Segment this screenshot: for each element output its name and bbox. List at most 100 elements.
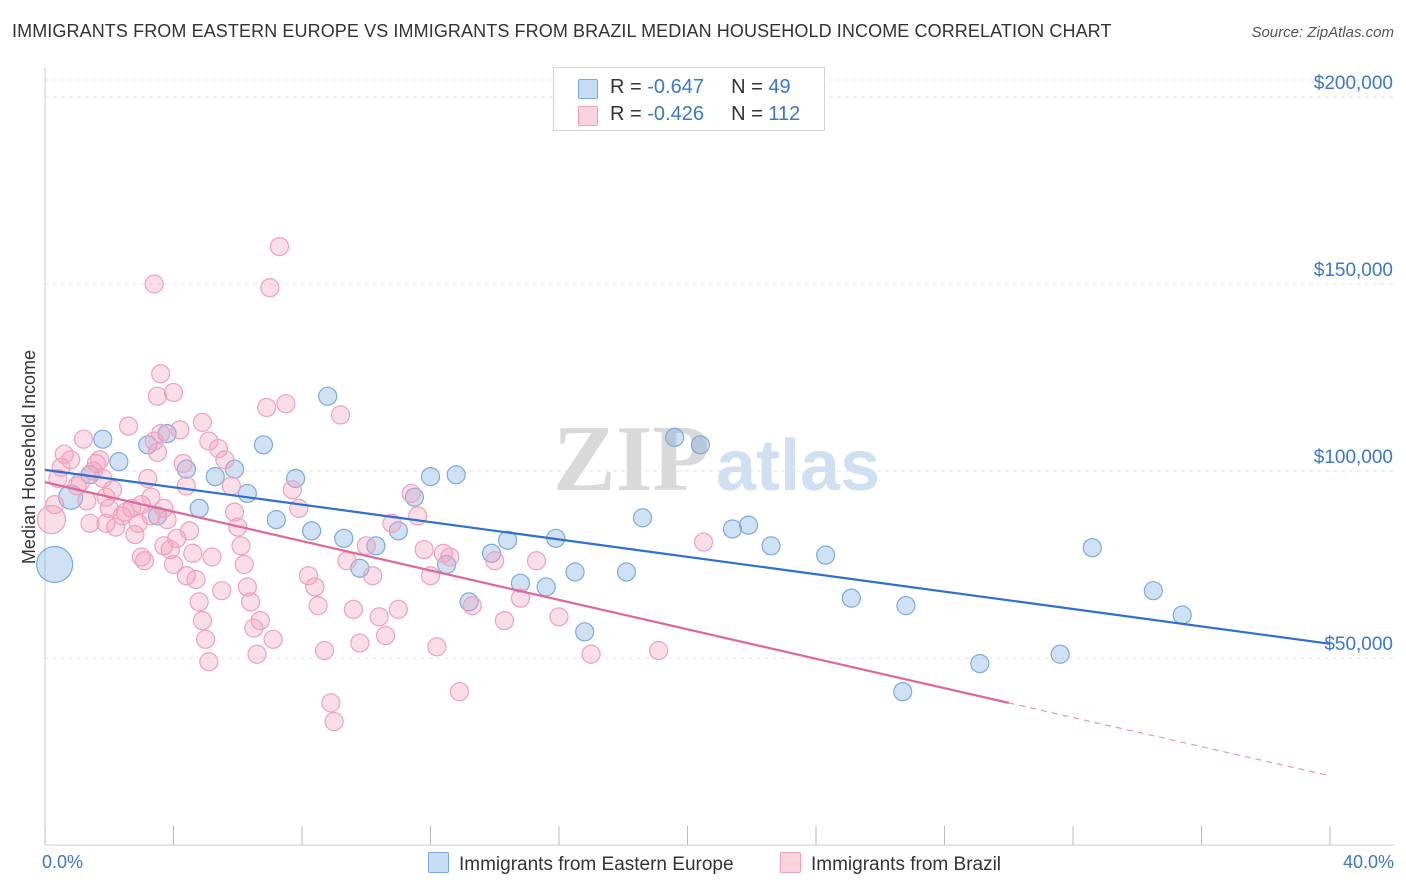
data-point <box>125 524 145 545</box>
data-point <box>536 577 556 597</box>
data-point <box>263 629 283 649</box>
y-tick-label: $150,000 <box>1314 260 1393 281</box>
stats-n-label: N = <box>731 103 769 125</box>
y-tick-label: $100,000 <box>1314 447 1393 468</box>
stats-r-value: -0.647 <box>647 76 704 98</box>
data-point <box>250 610 270 631</box>
data-point <box>93 429 113 449</box>
stats-n-value: 112 <box>768 103 801 125</box>
data-point <box>115 502 135 522</box>
data-point <box>147 386 168 406</box>
data-point <box>176 459 196 479</box>
trend-line-brazil <box>44 481 1009 704</box>
data-point <box>208 438 229 459</box>
series-eastern-europe-points <box>36 386 1192 702</box>
trend-line-eastern-europe <box>44 468 1331 645</box>
legend-swatch-brazil <box>780 852 801 873</box>
data-point <box>369 607 389 627</box>
data-point <box>324 711 344 732</box>
data-point <box>131 547 151 567</box>
legend-item-eastern-europe: Immigrants from Eastern Europe <box>428 852 734 876</box>
data-point <box>199 652 219 672</box>
data-point <box>253 435 274 455</box>
x-axis-ticks <box>44 826 1331 845</box>
data-point <box>1082 538 1102 558</box>
data-point <box>189 498 209 518</box>
data-point <box>510 588 531 608</box>
data-point <box>147 442 168 462</box>
data-point <box>330 405 351 425</box>
stats-swatch-eastern-europe <box>578 79 598 99</box>
data-point <box>196 629 216 649</box>
data-point <box>163 554 184 575</box>
data-point <box>575 622 595 642</box>
data-point <box>549 607 569 627</box>
data-point <box>257 397 277 418</box>
stats-n-label: N = <box>731 76 769 98</box>
data-point <box>648 640 669 661</box>
y-axis-tick-labels: $50,000 $100,000 $150,000 $200,000 <box>1314 73 1393 655</box>
data-point <box>690 435 710 455</box>
stats-swatch-brazil <box>578 106 598 126</box>
data-point <box>179 521 200 541</box>
data-point <box>494 610 514 631</box>
data-point <box>350 633 370 653</box>
watermark: ZIP atlas <box>553 407 880 511</box>
data-point <box>241 592 261 612</box>
data-point <box>212 581 232 601</box>
data-point <box>176 476 196 496</box>
trend-line-brazil-extrapolated <box>1008 702 1331 777</box>
data-point <box>427 637 447 657</box>
data-point <box>693 532 714 552</box>
data-point <box>366 536 386 556</box>
data-point <box>449 682 470 702</box>
data-point <box>1050 644 1070 664</box>
data-point <box>665 427 685 447</box>
data-point <box>199 431 219 451</box>
data-point <box>157 510 177 530</box>
correlation-stats-box: R = -0.647 N = 49 R = -0.426 N = 112 <box>553 67 825 131</box>
data-point <box>244 618 264 638</box>
data-point <box>141 487 161 507</box>
data-point <box>893 682 913 702</box>
legend-label-eastern-europe: Immigrants from Eastern Europe <box>459 854 734 875</box>
data-point <box>189 592 209 612</box>
data-point <box>61 450 81 470</box>
data-point <box>237 483 257 504</box>
data-point <box>231 536 251 556</box>
data-point <box>343 599 363 619</box>
data-point <box>337 551 357 571</box>
data-point <box>565 562 585 582</box>
data-point <box>215 450 235 470</box>
stats-r-label: R = <box>610 103 648 125</box>
data-point <box>202 547 222 567</box>
data-point <box>80 513 100 533</box>
data-point <box>237 577 257 597</box>
data-point <box>260 278 280 298</box>
data-point <box>459 592 479 612</box>
data-point <box>632 508 653 528</box>
legend-label-brazil: Immigrants from Brazil <box>811 854 1002 875</box>
data-point <box>221 476 241 496</box>
data-point <box>224 502 245 522</box>
data-point <box>73 429 94 449</box>
x-tick-label-max: 40.0% <box>1342 852 1394 872</box>
data-point <box>581 644 601 664</box>
y-axis-label: Median Household Income <box>19 350 39 564</box>
data-point <box>420 467 441 487</box>
data-point <box>761 536 781 556</box>
data-point <box>269 237 290 257</box>
data-point <box>151 424 171 444</box>
data-point <box>970 654 990 674</box>
trend-lines <box>44 468 1331 777</box>
data-point <box>841 588 861 608</box>
data-point <box>616 562 637 582</box>
data-point <box>192 610 213 631</box>
data-point <box>314 640 335 661</box>
data-point <box>526 551 547 571</box>
data-point <box>170 420 190 440</box>
data-point <box>173 453 193 474</box>
legend-item-brazil: Immigrants from Brazil <box>780 852 1001 876</box>
data-point <box>388 521 408 541</box>
